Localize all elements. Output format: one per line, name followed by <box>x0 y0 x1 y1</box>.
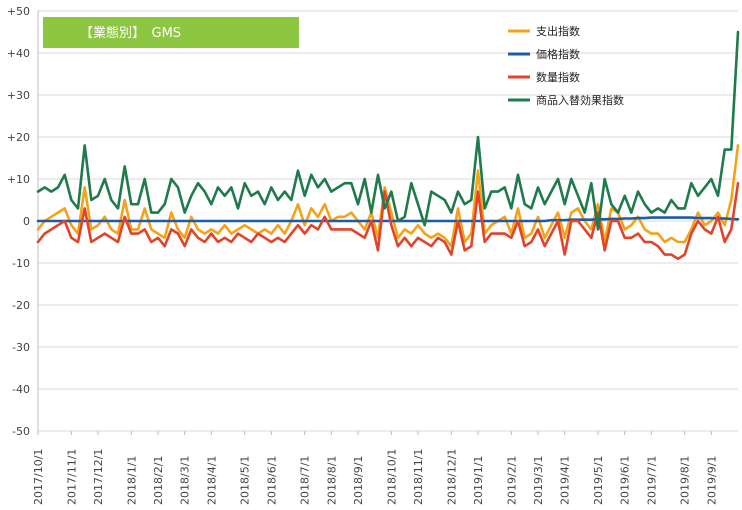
legend-label: 数量指数 <box>536 70 580 84</box>
legend-label: 商品入替効果指数 <box>536 93 624 107</box>
series-line-3 <box>36 181 740 261</box>
y-tick-label: +50 <box>7 5 30 18</box>
x-tick-label: 2019/7/1 <box>645 456 658 505</box>
x-tick-label: 2018/3/1 <box>179 456 192 505</box>
x-tick-label: 2017/12/1 <box>92 449 105 505</box>
x-tick-label: 2019/3/1 <box>532 456 545 505</box>
x-tick-label: 2018/4/1 <box>205 456 218 505</box>
x-tick-label: 2019/4/1 <box>559 456 572 505</box>
x-tick-label: 2018/8/1 <box>325 456 338 505</box>
x-tick-label: 2018/2/1 <box>152 456 165 505</box>
x-tick-label: 2018/5/1 <box>239 456 252 505</box>
x-tick-label: 2018/11/1 <box>412 449 425 505</box>
x-tick-label: 2019/1/1 <box>472 456 485 505</box>
x-tick-label: 2019/9/1 <box>705 456 718 505</box>
legend-label: 支出指数 <box>536 24 580 38</box>
series-line-4 <box>36 30 740 231</box>
chart-title: 【業態別】 GMS <box>80 25 181 41</box>
title-box-background <box>43 17 299 48</box>
y-tick-label: +10 <box>7 173 30 186</box>
y-tick-label: 0 <box>23 215 30 228</box>
y-tick-label: -30 <box>12 341 30 354</box>
y-tick-label: -10 <box>12 257 30 270</box>
legend-label: 価格指数 <box>536 47 580 61</box>
x-tick-label: 2018/6/1 <box>265 456 278 505</box>
title-box: 【業態別】 GMS <box>43 17 299 48</box>
y-tick-label: +30 <box>7 89 30 102</box>
y-tick-label: -40 <box>12 383 30 396</box>
x-tick-label: 2019/2/1 <box>505 456 518 505</box>
x-tick-label: 2017/10/1 <box>32 449 45 505</box>
x-axis: 2017/10/1 2017/11/1 2017/12/1 2018/1/1 2018/… <box>32 431 718 505</box>
series-group <box>36 30 740 261</box>
x-tick-label: 2018/9/1 <box>352 456 365 505</box>
y-tick-label: +40 <box>7 47 30 60</box>
y-tick-label: -50 <box>12 425 30 438</box>
series-line-2 <box>36 216 740 223</box>
x-tick-label: 2018/1/1 <box>125 456 138 505</box>
x-tick-label: 2019/5/1 <box>592 456 605 505</box>
x-tick-label: 2018/12/1 <box>445 449 458 505</box>
y-tick-label: +20 <box>7 131 30 144</box>
y-axis: +50 +40 +30 +20 +10 0 -10 -20 -30 -40 -50 <box>7 5 39 438</box>
x-tick-label: 2019/8/1 <box>679 456 692 505</box>
x-tick-label: 2018/7/1 <box>299 456 312 505</box>
x-tick-label: 2017/11/1 <box>65 449 78 505</box>
x-tick-label: 2018/10/1 <box>385 449 398 505</box>
y-tick-label: -20 <box>12 299 30 312</box>
x-tick-label: 2019/6/1 <box>619 456 632 505</box>
